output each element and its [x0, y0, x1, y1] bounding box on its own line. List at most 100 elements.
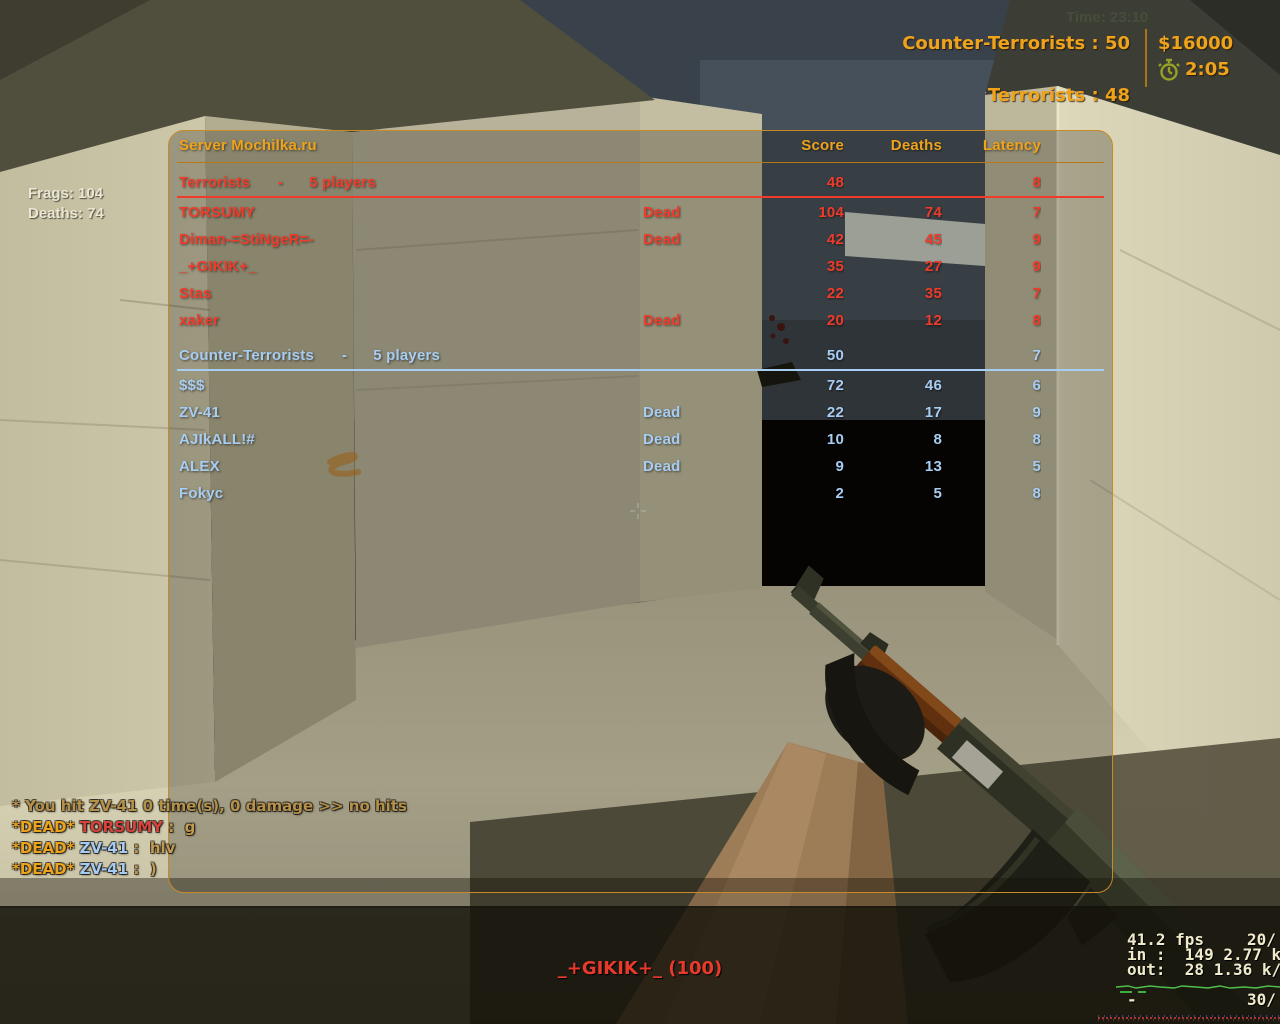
crosshair	[630, 503, 646, 519]
team-score: 50	[826, 347, 844, 364]
center-wall	[352, 96, 640, 648]
player-deaths: 46	[924, 377, 942, 394]
team-name: Counter-Terrorists	[179, 347, 315, 364]
player-score: 72	[826, 377, 844, 394]
chat-line: *DEAD* ZV-41 : hlv	[12, 838, 407, 859]
fps-label: 41.2 fps	[1127, 930, 1205, 949]
player-deaths: 35	[924, 285, 942, 302]
player-status	[643, 280, 733, 307]
player-row: Fokyc 2 5 8	[177, 480, 1104, 507]
right-wall	[1058, 84, 1280, 900]
team-dash: -	[277, 174, 284, 191]
player-status	[643, 480, 733, 507]
scoreboard-panel: Server Mochilka.ru Score Deaths Latency …	[168, 130, 1113, 893]
chat-segment: ZV-41	[79, 860, 129, 878]
team-score: 48	[826, 174, 844, 191]
player-row: $$$ 72 46 6	[177, 372, 1104, 399]
team-underline	[177, 196, 1104, 198]
team-player-count: 5 players	[373, 347, 441, 364]
player-deaths: 12	[924, 312, 942, 329]
team-section: Terrorists - 5 players 48 8 TORSUMY Dead 104 74 7…	[177, 169, 1104, 334]
player-status: Dead	[643, 404, 681, 421]
team-name-cell: Terrorists - 5 players	[177, 169, 733, 196]
player-status	[643, 372, 733, 399]
player-name: Diman-=StiNgeR=-	[179, 231, 314, 248]
player-score: 22	[826, 285, 844, 302]
chat-segment: : )	[128, 860, 157, 878]
player-row: TORSUMY Dead 104 74 7	[177, 199, 1104, 226]
team-header-row: Counter-Terrorists - 5 players 50 7	[177, 342, 1104, 369]
player-latency: 6	[1032, 377, 1041, 394]
player-name: _+GIKIK+_	[179, 258, 257, 275]
money-label: $16000	[1158, 33, 1234, 54]
player-row: Diman-=StiNgeR=- Dead 42 45 9	[177, 226, 1104, 253]
player-row: AJIkALL!# Dead 10 8 8	[177, 426, 1104, 453]
net-in-label: in : 149 2.77 k/	[1127, 945, 1280, 964]
player-status: Dead	[643, 231, 681, 248]
player-row: _+GIKIK+_ 35 27 9	[177, 253, 1104, 280]
player-status: Dead	[643, 312, 681, 329]
player-status: Dead	[643, 458, 681, 475]
player-latency: 7	[1032, 204, 1041, 221]
player-latency: 5	[1032, 458, 1041, 475]
player-latency: 9	[1032, 231, 1041, 248]
title-separator	[177, 162, 1104, 163]
player-name: AJIkALL!#	[179, 431, 255, 448]
ct-score-line: Counter-Terrorists : 50	[902, 33, 1130, 54]
player-score: 2	[835, 485, 844, 502]
player-row: Stas 22 35 7	[177, 280, 1104, 307]
rate-bottom-label: 30/	[1247, 990, 1276, 1009]
chat-segment: * You hit ZV-41 0 time(s), 0 damage >> n…	[12, 797, 407, 815]
player-score: 22	[826, 404, 844, 421]
player-name: ZV-41	[179, 404, 221, 421]
timer-icon	[1158, 58, 1180, 81]
chat-segment: TORSUMY	[79, 818, 163, 836]
chat-line: * You hit ZV-41 0 time(s), 0 damage >> n…	[12, 796, 407, 817]
player-name: TORSUMY	[179, 204, 256, 221]
player-score: 35	[826, 258, 844, 275]
deaths-label: Deaths: 74	[28, 205, 104, 222]
player-name: Stas	[179, 285, 212, 302]
player-latency: 8	[1032, 485, 1041, 502]
player-score: 9	[835, 458, 844, 475]
team-header-row: Terrorists - 5 players 48 8	[177, 169, 1104, 196]
player-status	[643, 253, 733, 280]
loss-dash-label: -	[1127, 990, 1137, 1009]
player-deaths: 13	[924, 458, 942, 475]
rate-top-label: 20/	[1247, 930, 1276, 949]
team-score-readout: Counter-Terrorists : 50 Terrorists : 48	[902, 31, 1130, 135]
chat-segment: : hlv	[128, 839, 176, 857]
team-latency: 8	[1032, 174, 1041, 191]
player-score: 10	[826, 431, 844, 448]
chat-segment: *DEAD*	[12, 839, 80, 857]
chat-segment: *DEAD*	[12, 818, 80, 836]
player-deaths: 27	[924, 258, 942, 275]
player-name: Fokyc	[179, 485, 224, 502]
spectator-target-label: _+GIKIK+_ (100)	[557, 958, 723, 979]
server-name: Server Mochilka.ru	[179, 137, 317, 154]
player-name: xaker	[179, 312, 220, 329]
player-latency: 8	[1032, 312, 1041, 329]
round-time-label: 2:05	[1185, 59, 1230, 80]
chat-segment: *DEAD*	[12, 860, 80, 878]
chat-segment: ZV-41	[79, 839, 129, 857]
chat-log: * You hit ZV-41 0 time(s), 0 damage >> n…	[12, 796, 407, 880]
left-wall	[0, 96, 215, 806]
player-row: xaker Dead 20 12 8	[177, 307, 1104, 334]
player-score: 104	[818, 204, 844, 221]
team-dash: -	[342, 347, 348, 364]
money-time-readout: $16000 2:05	[1158, 31, 1233, 83]
team-name: Terrorists	[179, 174, 250, 191]
dropped-body	[757, 362, 801, 387]
player-score: 42	[826, 231, 844, 248]
team-underline	[177, 369, 1104, 371]
player-latency: 9	[1032, 404, 1041, 421]
player-name: $$$	[179, 377, 205, 394]
player-deaths: 45	[924, 231, 942, 248]
frags-deaths-panel: Frags: 104 Deaths: 74	[28, 184, 104, 224]
player-deaths: 5	[933, 485, 942, 502]
player-name: ALEX	[179, 458, 220, 475]
netgraph-panel: 41.2 fps 20/ in : 149 2.77 k/ out: 28 1.…	[1070, 930, 1280, 1024]
